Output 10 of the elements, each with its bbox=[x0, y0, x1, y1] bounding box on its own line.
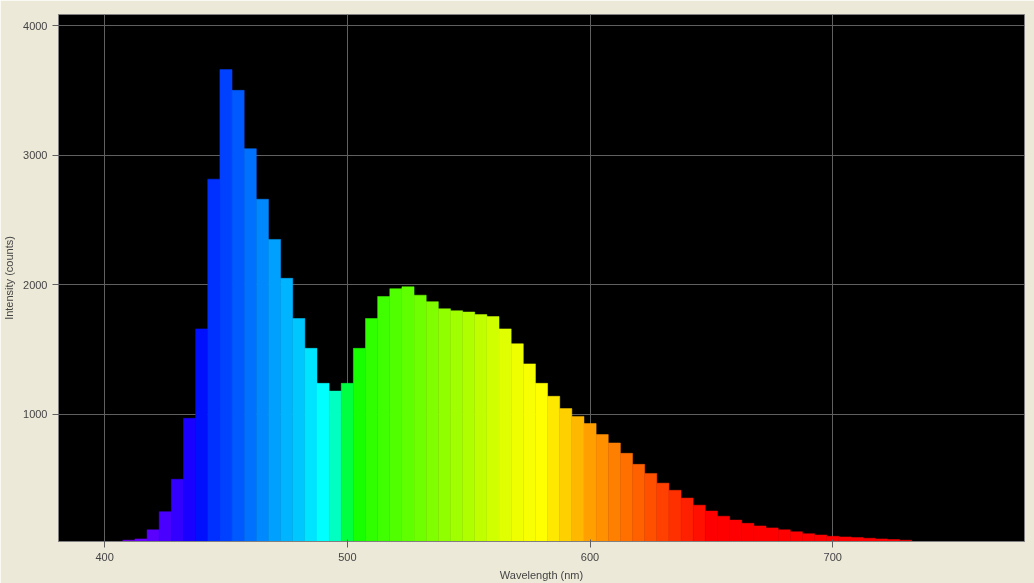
x-axis-title: Wavelength (nm) bbox=[499, 568, 584, 581]
x-tick-label: 400 bbox=[95, 550, 114, 563]
y-tick-label: 4000 bbox=[23, 19, 48, 32]
y-tick-label: 2000 bbox=[23, 278, 48, 291]
x-tick-label: 700 bbox=[823, 550, 842, 563]
x-tick-label: 500 bbox=[338, 550, 357, 563]
y-tick-label: 1000 bbox=[23, 408, 48, 421]
x-tick-label: 600 bbox=[580, 550, 600, 563]
y-tick-label: 3000 bbox=[23, 149, 48, 162]
y-axis-title: Intensity (counts) bbox=[3, 236, 16, 320]
